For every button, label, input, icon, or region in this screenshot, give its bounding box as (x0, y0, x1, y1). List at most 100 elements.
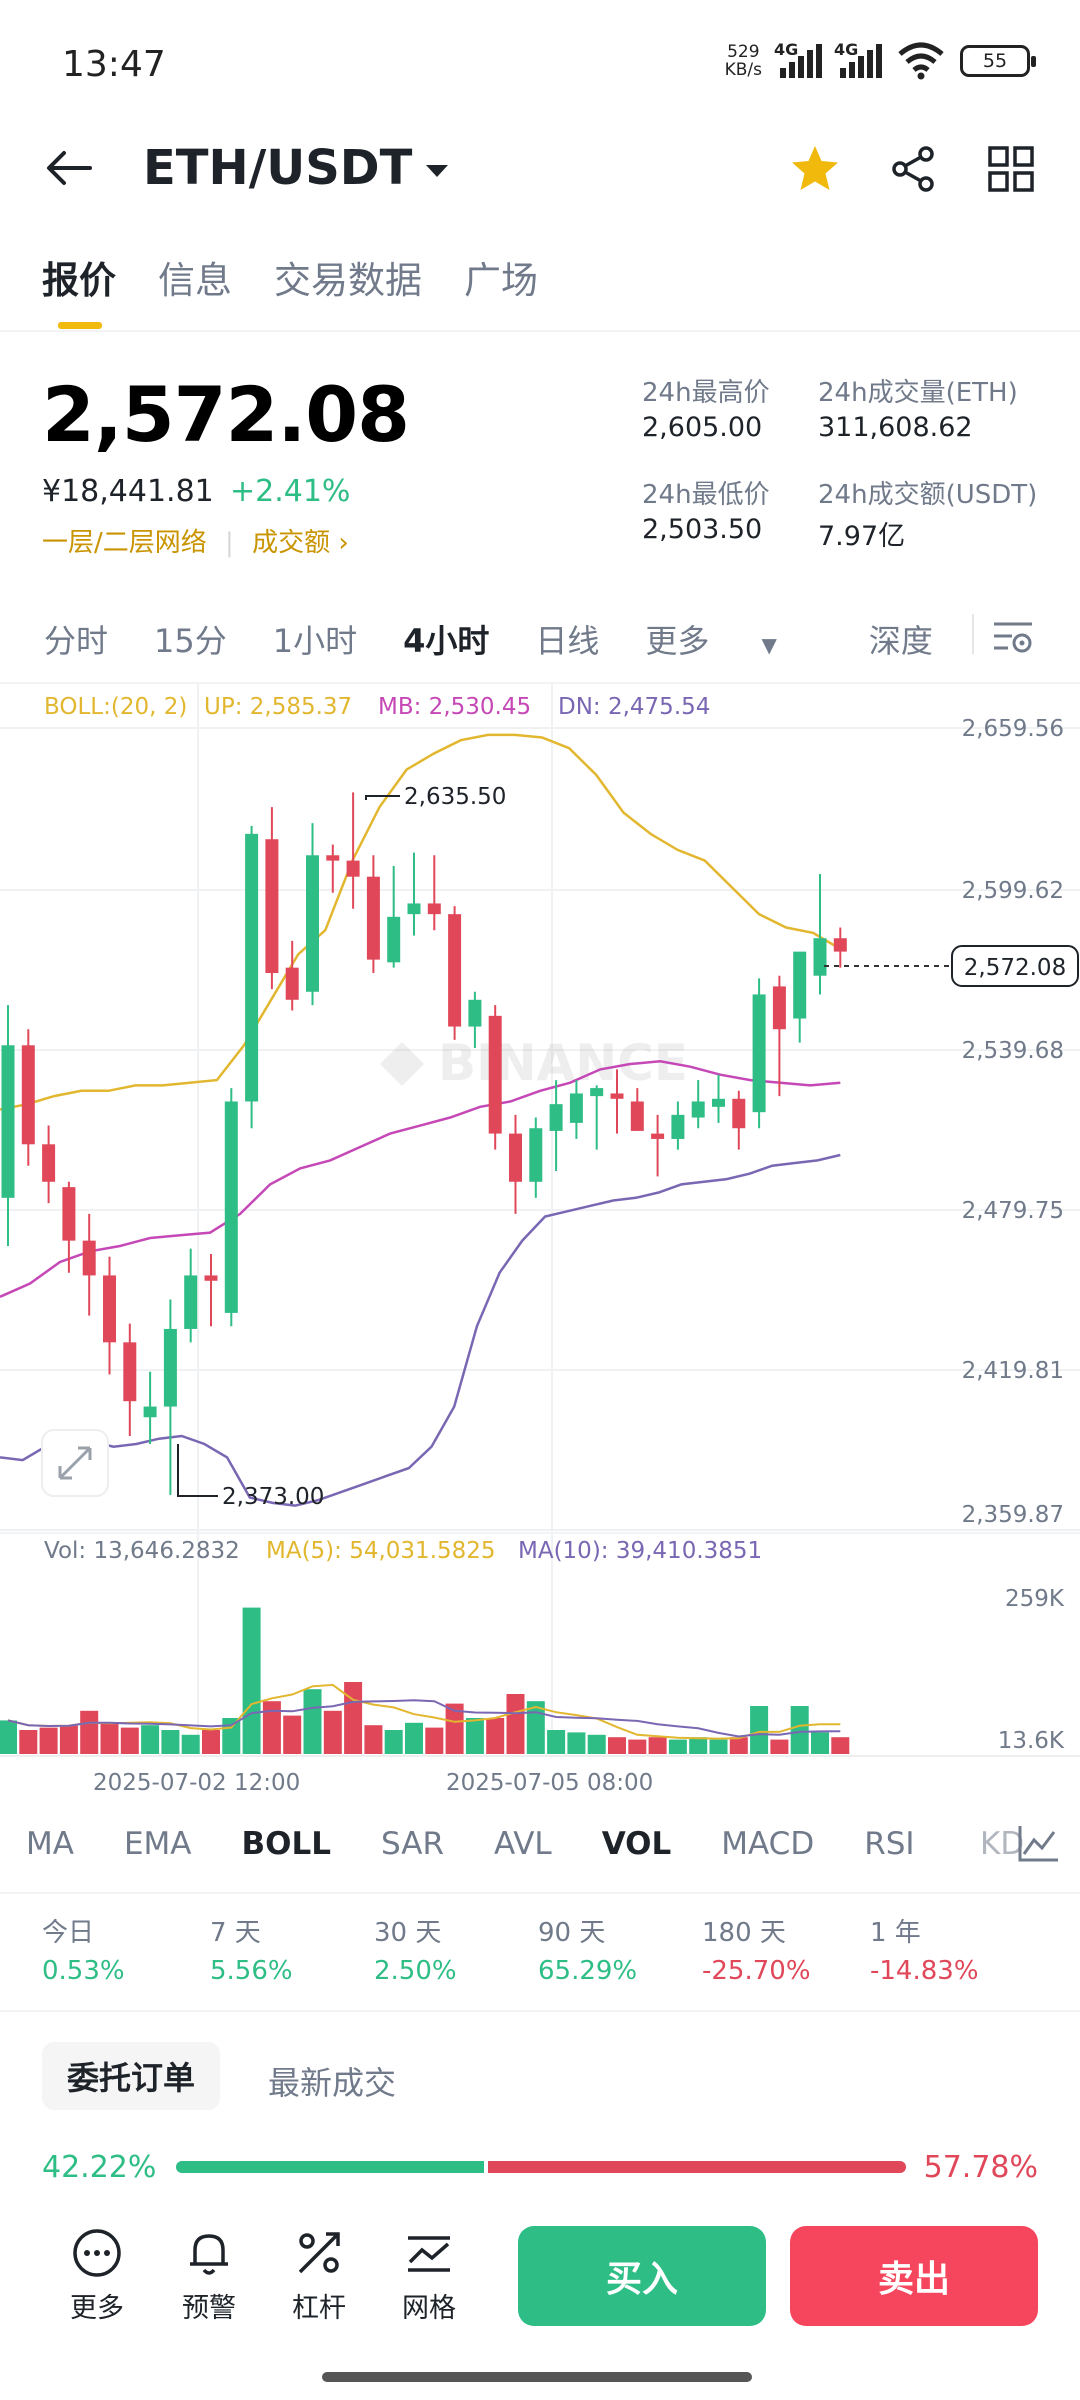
volume-bar (790, 1706, 809, 1754)
volume-bar (222, 1718, 241, 1754)
divider (0, 330, 1080, 332)
bell-icon (190, 2234, 228, 2275)
low-annotation: 2,373.00 (177, 1444, 324, 1510)
chevron-right-icon: › (338, 528, 349, 558)
boll-lower-line (0, 1153, 841, 1507)
alert-button[interactable]: 预警 (164, 2226, 254, 2325)
category-tags[interactable]: 一层/二层网络 | 成交额 › (42, 528, 349, 558)
interval-tick[interactable]: 分时 (44, 622, 109, 660)
candle (448, 906, 462, 1040)
candle (82, 1213, 96, 1316)
performance-value: -25.70% (702, 1956, 811, 1986)
boll-dn: DN: 2,475.54 (558, 694, 710, 720)
candle (712, 1074, 725, 1123)
indicator-rsi[interactable]: RSI (864, 1826, 915, 1862)
more-icon (73, 2229, 121, 2277)
volume-bar (668, 1739, 687, 1754)
interval-1h[interactable]: 1小时 (272, 622, 358, 660)
leverage-icon (298, 2232, 340, 2274)
favorite-star-icon[interactable] (788, 142, 842, 196)
boll-up: UP: 2,585.37 (204, 694, 352, 720)
stat-vol-eth: 311,608.62 (818, 412, 973, 443)
volume-bar (405, 1722, 423, 1754)
stat-low: 2,503.50 (642, 514, 763, 545)
interval-more[interactable]: 更多 ▼ (645, 622, 777, 660)
candlestick-chart[interactable]: BOLL:(20, 2) UP: 2,585.37 MB: 2,530.45 D… (0, 684, 1080, 1534)
indicator-kd[interactable]: KD (980, 1826, 1025, 1862)
tab-trade-data[interactable]: 交易数据 (274, 259, 422, 302)
volume-bar (506, 1694, 525, 1754)
category-volume[interactable]: 成交额 (252, 528, 331, 558)
volume-bar (567, 1732, 586, 1754)
tab-quote[interactable]: 报价 (42, 259, 116, 302)
indicator-vol[interactable]: VOL (601, 1826, 672, 1862)
chevron-down-icon: ▼ (761, 633, 777, 657)
vol-label: Vol: 13,646.2832 (44, 1538, 240, 1564)
tab-square[interactable]: 广场 (464, 259, 538, 302)
tab-indicator (58, 322, 102, 329)
candle (549, 1080, 563, 1172)
home-indicator[interactable] (322, 2372, 752, 2382)
candle (772, 975, 786, 1097)
stat-vol-usdt-label: 24h成交额(USDT) (818, 480, 1038, 510)
buy-ratio: 42.22% (42, 2150, 157, 2185)
indicator-macd[interactable]: MACD (721, 1826, 815, 1862)
performance-label: 7 天 (210, 1918, 261, 1948)
volume-bar (323, 1710, 342, 1754)
volume-chart[interactable]: Vol: 13,646.2832 MA(5): 54,031.5825 MA(1… (0, 1534, 1080, 1794)
interval-4h[interactable]: 4小时 (403, 622, 490, 660)
candle (427, 855, 441, 931)
volume-bar (0, 1720, 17, 1754)
share-icon[interactable] (886, 142, 940, 196)
grid-bot-button[interactable]: 网格 (384, 2226, 474, 2325)
back-arrow-icon[interactable] (44, 148, 94, 188)
buy-button[interactable]: 买入 (518, 2226, 766, 2326)
candle (285, 940, 299, 1011)
indicator-avl[interactable]: AVL (494, 1826, 552, 1862)
indicator-chart-icon[interactable] (1016, 1824, 1060, 1864)
grid-menu-icon[interactable] (984, 142, 1038, 196)
pair-selector[interactable]: ETH/USDT (143, 140, 449, 196)
tab-info[interactable]: 信息 (158, 259, 232, 302)
vol-axis-top: 259K (1005, 1586, 1065, 1612)
price-axis: 2,659.56 2,599.62 2,539.68 2,479.75 2,41… (962, 716, 1064, 1528)
indicator-ma[interactable]: MA (26, 1826, 74, 1862)
performance-value: 65.29% (538, 1956, 638, 1986)
expand-chart-icon[interactable] (41, 1429, 109, 1497)
indicator-boll[interactable]: BOLL (241, 1826, 332, 1862)
price-tick: 2,479.75 (962, 1198, 1064, 1224)
candle (671, 1101, 685, 1150)
volume-bar (689, 1737, 708, 1754)
volume-bar (770, 1739, 789, 1754)
more-button[interactable]: 更多 (52, 2226, 142, 2325)
performance-value: -14.83% (870, 1956, 979, 1986)
indicator-sar[interactable]: SAR (381, 1826, 444, 1862)
volume-bar (465, 1718, 484, 1754)
status-time: 13:47 (62, 44, 166, 85)
category-layer[interactable]: 一层/二层网络 (42, 528, 207, 558)
volume-bar (59, 1725, 78, 1754)
leverage-button[interactable]: 杠杆 (274, 2226, 364, 2325)
volume-ma10-line (7, 1699, 841, 1738)
candle (1, 1005, 15, 1246)
tab-order-book[interactable]: 委托订单 (42, 2042, 220, 2110)
interval-15m[interactable]: 15分 (154, 622, 227, 660)
candle (265, 807, 279, 990)
interval-depth[interactable]: 深度 (868, 622, 933, 660)
volume-bar (526, 1701, 545, 1754)
volume-bar (100, 1722, 119, 1754)
interval-1d[interactable]: 日线 (535, 622, 600, 660)
chart-settings-icon[interactable] (992, 618, 1034, 654)
svg-text:2,572.08: 2,572.08 (964, 955, 1066, 981)
indicator-ema[interactable]: EMA (123, 1826, 192, 1862)
performance-label: 30 天 (374, 1918, 442, 1948)
candle (21, 1029, 35, 1166)
sell-button[interactable]: 卖出 (790, 2226, 1038, 2326)
volume-bar (161, 1730, 180, 1754)
candle (651, 1114, 665, 1177)
candle (306, 823, 319, 1006)
tab-latest-trades[interactable]: 最新成交 (268, 2064, 397, 2102)
volume-bar (648, 1737, 667, 1754)
candle (42, 1125, 56, 1204)
signal-icon-2: 4G (834, 40, 882, 78)
